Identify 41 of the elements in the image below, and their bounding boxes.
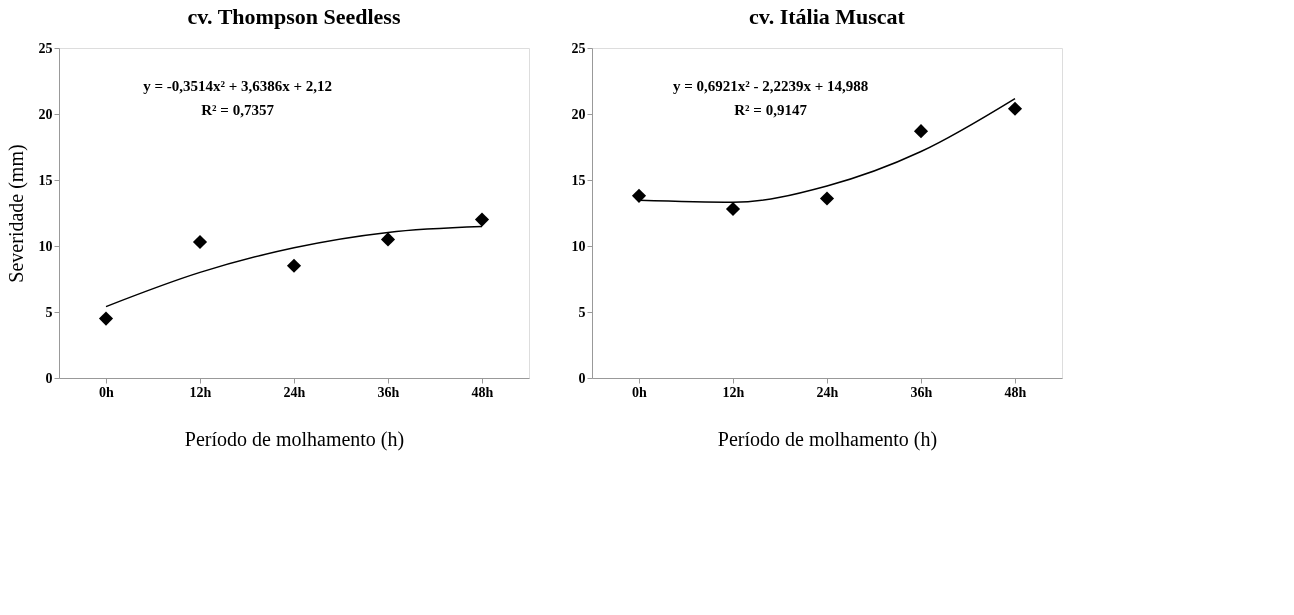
y-tick-label: 25	[571, 40, 586, 56]
y-tick-label: 10	[571, 238, 586, 254]
x-tick-label: 12h	[722, 384, 745, 400]
annotation: R² = 0,7357	[201, 102, 275, 118]
x-tick-label: 0h	[99, 384, 115, 400]
point	[725, 201, 741, 217]
x-tick-label: 36h	[377, 384, 400, 400]
y-tick-label: 20	[571, 106, 586, 122]
y-tick-label: 15	[38, 172, 53, 188]
y-tick-label: 15	[571, 172, 586, 188]
annotation: R² = 0,9147	[734, 102, 808, 118]
y-tick-label: 5	[578, 304, 586, 320]
chart-title: cv. Itália Muscat	[749, 4, 906, 29]
annotation: y = -0,3514x² + 3,6386x + 2,12	[143, 78, 333, 94]
point	[913, 124, 929, 139]
x-tick-label: 48h	[471, 384, 494, 400]
x-axis-title: Período de molhamento (h)	[717, 427, 938, 451]
point	[1007, 101, 1023, 116]
x-tick-label: 36h	[910, 384, 933, 400]
annotation: y = 0,6921x² - 2,2239x + 14,988	[672, 78, 869, 94]
point	[474, 212, 490, 227]
point	[192, 234, 208, 250]
point	[380, 232, 396, 247]
x-tick-label: 24h	[816, 384, 839, 400]
point	[819, 191, 835, 206]
chart-title: cv. Thompson Seedless	[187, 4, 401, 29]
x-tick-label: 48h	[1004, 384, 1027, 400]
y-tick-label: 25	[38, 40, 53, 56]
x-tick-label: 24h	[283, 384, 306, 400]
x-axis-title: Período de molhamento (h)	[184, 427, 405, 451]
point	[98, 311, 114, 326]
point	[631, 188, 647, 203]
x-tick-label: 12h	[189, 384, 212, 400]
y-tick-label: 10	[38, 238, 53, 254]
y-tick-label: 5	[45, 304, 53, 320]
y-tick-label: 0	[578, 370, 586, 386]
y-tick-label: 20	[38, 106, 53, 122]
y-tick-label: 0	[45, 370, 53, 386]
point	[286, 258, 302, 273]
x-tick-label: 0h	[632, 384, 648, 400]
y-axis-title: Severidade (mm)	[4, 144, 28, 283]
